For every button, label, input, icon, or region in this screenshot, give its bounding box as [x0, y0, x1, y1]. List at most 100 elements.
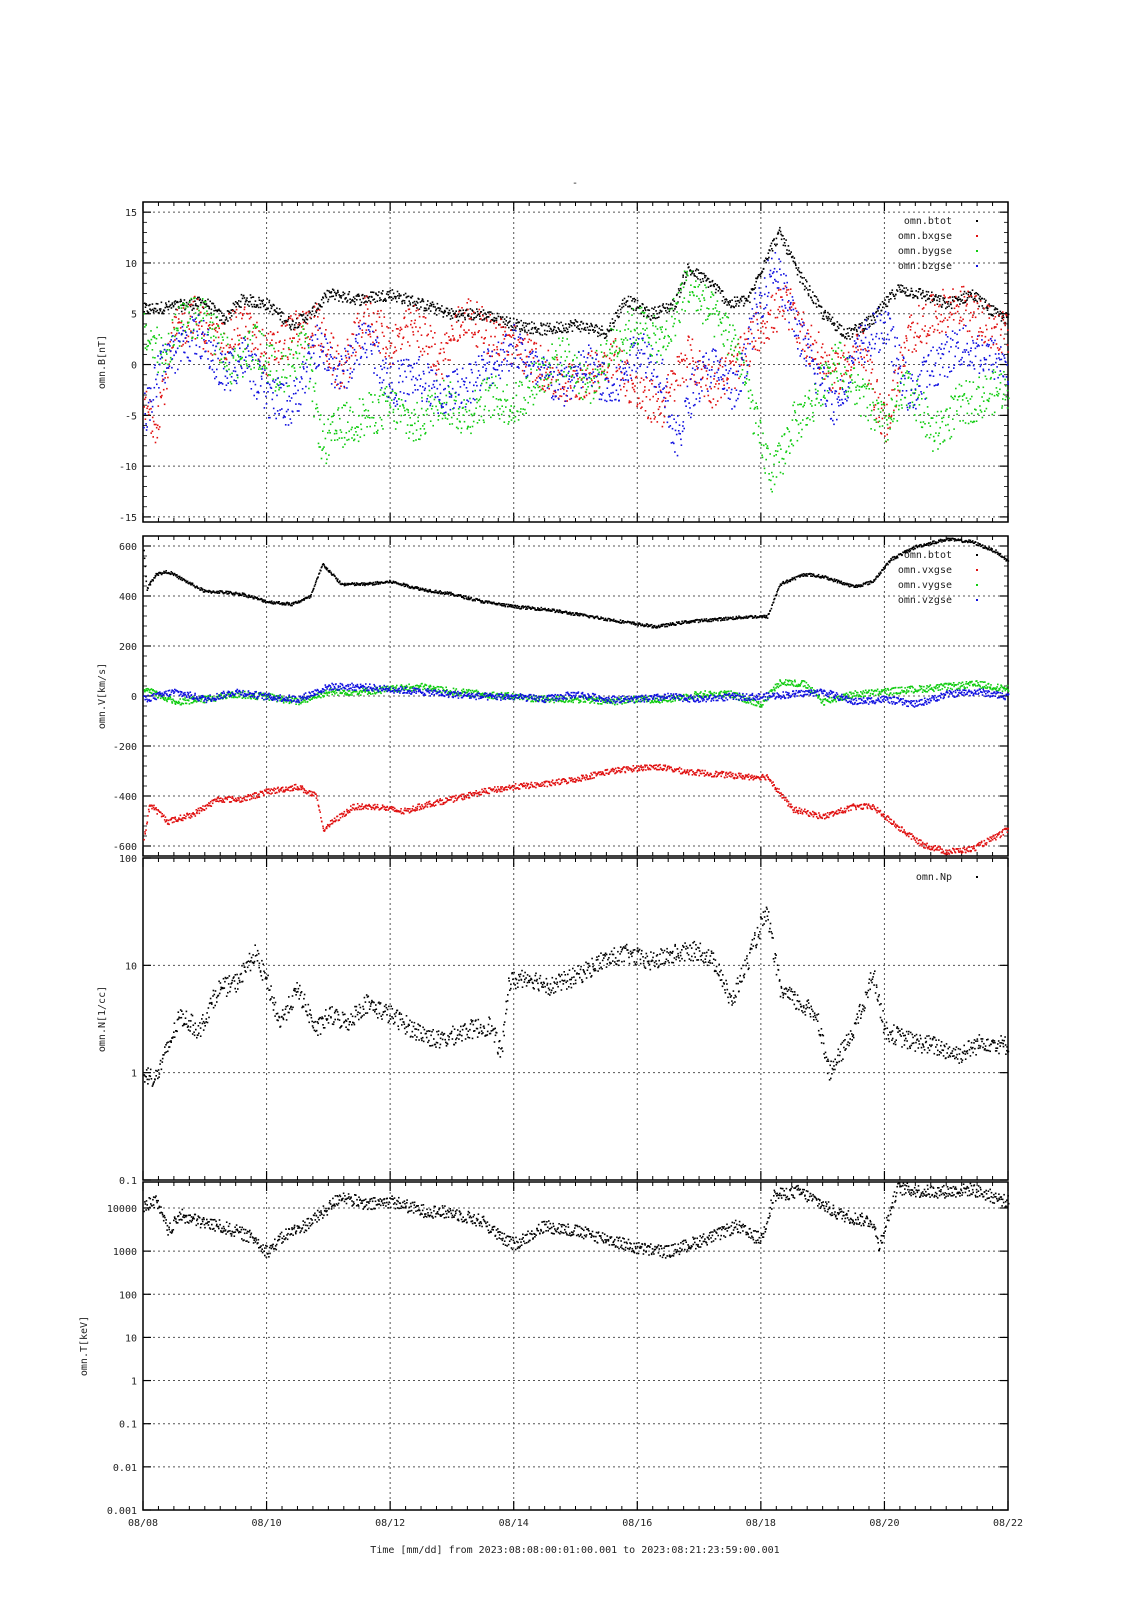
data-point: [716, 284, 719, 286]
data-point: [672, 325, 674, 328]
data-point: [369, 300, 372, 303]
data-point: [356, 299, 358, 301]
data-point: [419, 438, 421, 441]
data-point: [351, 437, 353, 439]
data-point: [880, 432, 882, 434]
data-point: [575, 394, 577, 396]
data-point: [173, 328, 176, 331]
data-point: [267, 391, 269, 393]
data-point: [489, 314, 491, 316]
data-point: [953, 307, 956, 310]
data-point: [450, 315, 453, 317]
data-point: [379, 389, 382, 391]
data-point: [355, 351, 357, 353]
data-point: [152, 436, 154, 438]
data-point: [176, 332, 178, 335]
data-point: [862, 366, 865, 369]
data-point: [460, 401, 463, 404]
data-point: [880, 400, 883, 403]
data-point: [346, 301, 348, 303]
data-point: [853, 329, 855, 331]
data-point: [184, 329, 186, 332]
data-point: [452, 408, 454, 410]
data-point: [161, 362, 164, 364]
data-point: [289, 375, 292, 377]
data-point: [221, 383, 224, 385]
data-point: [322, 430, 324, 432]
data-point: [874, 319, 876, 321]
data-point: [309, 312, 311, 314]
data-point: [484, 337, 486, 339]
data-point: [663, 415, 666, 418]
data-point: [446, 375, 449, 378]
data-point: [363, 322, 365, 325]
data-point: [965, 292, 968, 295]
data-point: [424, 317, 427, 319]
data-point: [524, 329, 526, 331]
data-point: [843, 328, 845, 331]
data-point: [864, 348, 866, 350]
data-point: [260, 299, 263, 302]
data-point: [340, 355, 343, 357]
data-point: [237, 334, 239, 337]
data-point: [208, 324, 211, 326]
data-point: [899, 291, 902, 293]
data-point: [736, 300, 739, 302]
data-point: [348, 357, 351, 360]
data-point: [456, 418, 459, 420]
data-point: [466, 302, 468, 304]
data-point: [251, 353, 254, 356]
data-point: [946, 306, 948, 308]
data-point: [866, 354, 868, 356]
data-point: [585, 388, 588, 391]
data-point: [954, 297, 957, 299]
data-point: [444, 387, 446, 390]
data-point: [861, 364, 863, 366]
data-point: [227, 343, 229, 346]
data-point: [720, 322, 723, 324]
data-point: [241, 356, 243, 359]
data-point: [290, 315, 292, 317]
data-point: [259, 385, 262, 387]
data-point: [303, 368, 305, 370]
data-point: [530, 328, 533, 331]
data-point: [684, 354, 687, 356]
data-point: [309, 363, 312, 366]
data-point: [601, 371, 604, 373]
data-point: [447, 313, 450, 316]
data-point: [280, 383, 282, 385]
data-point: [500, 413, 503, 416]
data-point: [628, 400, 631, 402]
data-point: [730, 344, 732, 347]
data-point: [665, 328, 667, 331]
data-point: [491, 350, 493, 353]
data-point: [483, 342, 485, 344]
data-point: [257, 390, 259, 393]
data-point: [175, 350, 177, 353]
data-point: [712, 283, 715, 286]
data-point: [265, 373, 268, 376]
data-point: [360, 423, 362, 426]
data-point: [375, 292, 377, 295]
data-point: [369, 326, 372, 328]
data-point: [681, 358, 683, 361]
data-point: [405, 324, 408, 327]
data-point: [812, 291, 814, 293]
data-point: [308, 387, 310, 390]
data-point: [338, 360, 341, 363]
data-point: [761, 456, 764, 459]
data-point: [271, 305, 273, 308]
data-point: [717, 314, 720, 316]
data-point: [509, 410, 512, 412]
data-point: [912, 296, 914, 299]
data-point: [545, 333, 548, 336]
data-point: [211, 324, 214, 327]
data-point: [424, 382, 427, 385]
data-point: [245, 363, 248, 365]
data-point: [440, 407, 443, 409]
data-point: [376, 335, 379, 338]
data-point: [212, 323, 215, 325]
data-point: [920, 292, 923, 295]
data-point: [475, 364, 478, 366]
data-point: [184, 337, 187, 339]
